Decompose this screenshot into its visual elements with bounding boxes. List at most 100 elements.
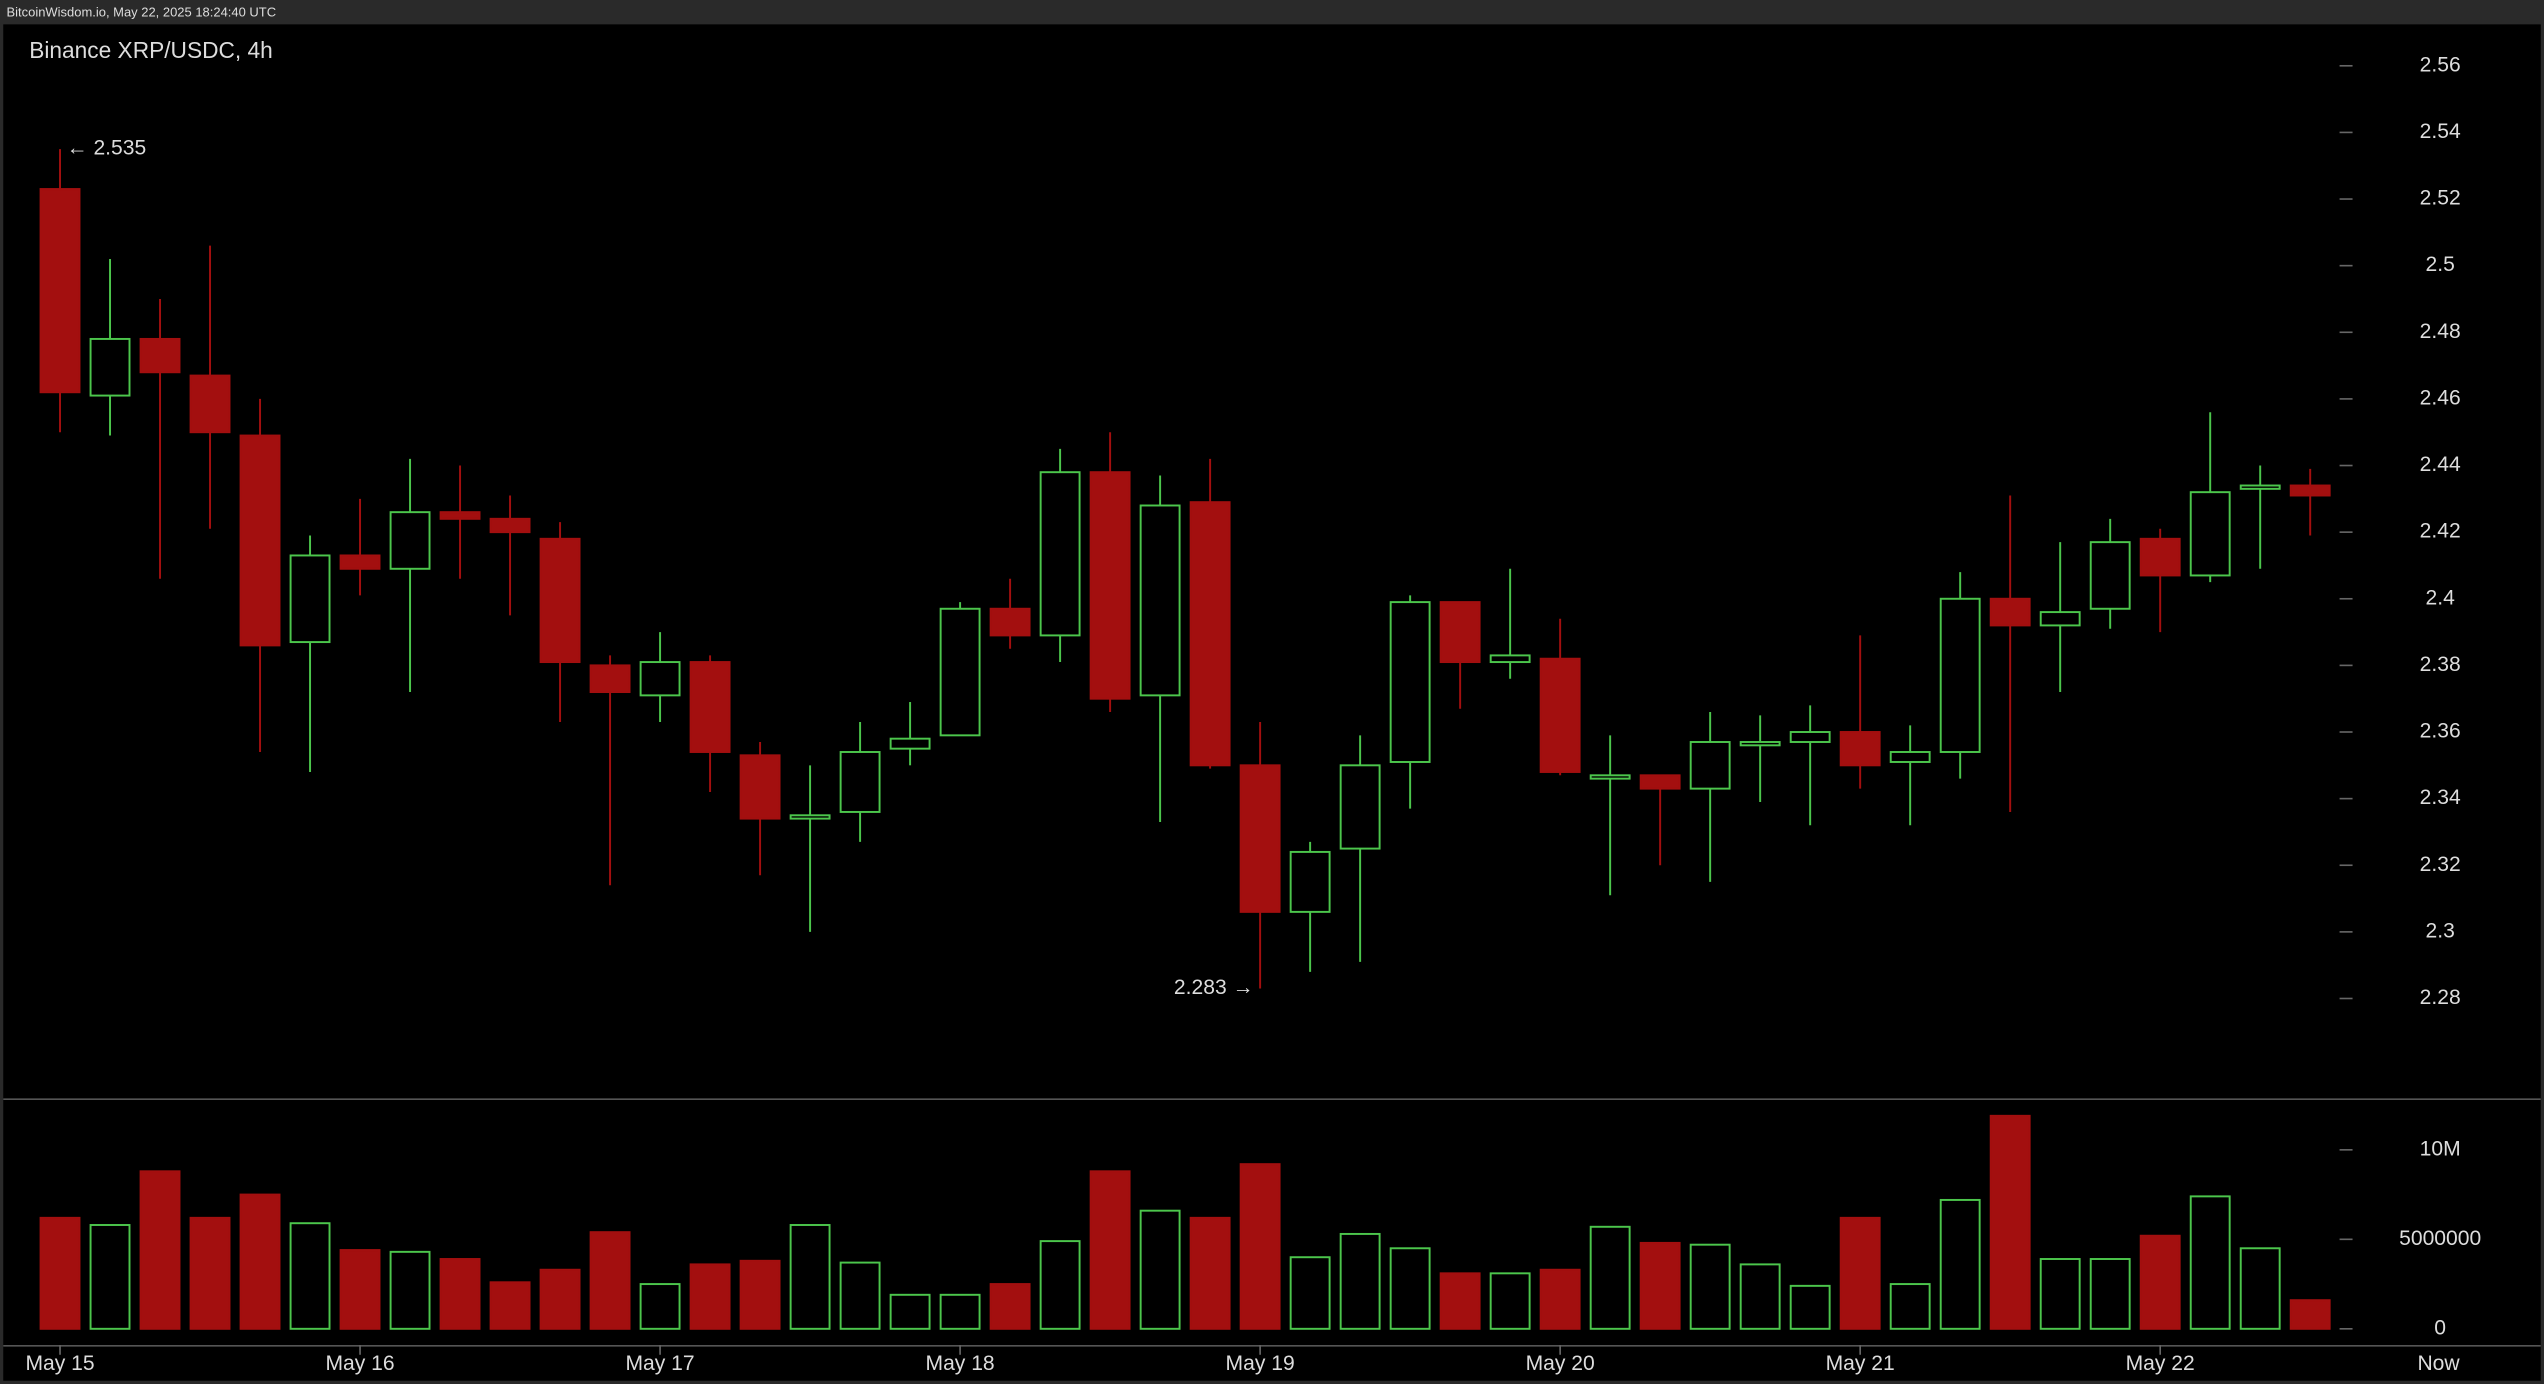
candle-body xyxy=(1889,751,1931,763)
volume-bar xyxy=(1289,1256,1331,1330)
volume-bar xyxy=(39,1216,81,1330)
y-tick-label: 2.36 xyxy=(2420,720,2461,743)
candle-body xyxy=(839,751,881,813)
candle-body xyxy=(689,661,731,753)
y-tick-label: 2.34 xyxy=(2420,786,2461,809)
candle-body xyxy=(2089,541,2131,610)
volume-bar xyxy=(1939,1198,1981,1330)
volume-bar xyxy=(339,1249,381,1330)
volume-bar xyxy=(489,1281,531,1330)
y-tick-label: 2.32 xyxy=(2420,853,2461,876)
volume-bar xyxy=(689,1263,731,1330)
volume-bar xyxy=(739,1259,781,1330)
candle-body xyxy=(1339,764,1381,850)
volume-bar xyxy=(1439,1272,1481,1330)
candle-body xyxy=(389,511,431,570)
volume-bar xyxy=(2189,1195,2231,1330)
candle-body xyxy=(1439,601,1481,664)
volume-bar xyxy=(1139,1209,1181,1330)
candle-body xyxy=(639,661,681,697)
volume-bar xyxy=(1689,1243,1731,1330)
volume-bar xyxy=(1089,1170,1131,1330)
volume-bar xyxy=(639,1283,681,1330)
y-tick-label: 2.54 xyxy=(2420,120,2461,143)
volume-bar xyxy=(1539,1268,1581,1330)
y-tick-label: 2.38 xyxy=(2420,653,2461,676)
candle-body xyxy=(1639,774,1681,790)
volume-bar xyxy=(1039,1240,1081,1330)
candle-body xyxy=(2139,537,2181,577)
candle-body xyxy=(739,754,781,820)
candle-body xyxy=(789,814,831,820)
candle-body xyxy=(1589,774,1631,780)
chart-panel xyxy=(3,24,2541,1381)
x-tick-label: May 15 xyxy=(25,1352,94,1375)
candle-body xyxy=(1689,741,1731,790)
volume-bar xyxy=(839,1261,881,1330)
candle-body xyxy=(2289,484,2331,497)
volume-bar xyxy=(2289,1299,2331,1330)
volume-bar xyxy=(1189,1216,1231,1330)
header-stamp: BitcoinWisdom.io, May 22, 2025 18:24:40 … xyxy=(6,4,276,19)
y-tick-label: 2.56 xyxy=(2420,53,2461,76)
volume-bar xyxy=(989,1283,1031,1330)
y-tick-label: 2.28 xyxy=(2420,986,2461,1009)
x-tick-label: May 16 xyxy=(325,1352,394,1375)
volume-bar xyxy=(1239,1163,1281,1330)
x-tick-label: May 18 xyxy=(926,1352,995,1375)
x-tick-label: May 20 xyxy=(1526,1352,1595,1375)
x-tick-label: May 17 xyxy=(626,1352,695,1375)
candle-body xyxy=(1239,764,1281,913)
y-tick-label: 2.52 xyxy=(2420,187,2461,210)
candle-body xyxy=(339,554,381,570)
candle-body xyxy=(1739,741,1781,747)
chart-title: Binance XRP/USDC, 4h xyxy=(29,37,273,63)
candle-body xyxy=(1489,654,1531,664)
candle-body xyxy=(1039,471,1081,637)
y-tick-label: 2.5 xyxy=(2426,253,2455,276)
candle-body xyxy=(589,664,631,694)
candle-body xyxy=(39,188,81,394)
volume-bar xyxy=(1789,1284,1831,1330)
candle-body xyxy=(289,554,331,644)
candle-body xyxy=(439,511,481,520)
now-label: Now xyxy=(2417,1352,2460,1375)
y-tick-label: 2.44 xyxy=(2420,453,2461,476)
volume-bar xyxy=(89,1224,131,1330)
candle-body xyxy=(1539,657,1581,773)
candle-body xyxy=(939,607,981,737)
y-tick-label: 2.4 xyxy=(2426,586,2456,609)
volume-tick-label: 0 xyxy=(2434,1316,2446,1339)
y-tick-label: 2.3 xyxy=(2426,919,2455,942)
candle-body xyxy=(2039,611,2081,627)
candle-body xyxy=(1139,504,1181,697)
candle-body xyxy=(1939,597,1981,753)
candle-body xyxy=(1089,471,1131,700)
candle-body xyxy=(1289,850,1331,913)
x-tick-label: May 22 xyxy=(2126,1352,2195,1375)
candle-body xyxy=(189,374,231,434)
volume-bar xyxy=(1989,1114,2031,1330)
candle-body xyxy=(1789,731,1831,743)
volume-bar xyxy=(1639,1241,1681,1330)
candle-body xyxy=(489,517,531,534)
candle-body xyxy=(89,337,131,397)
volume-bar xyxy=(439,1258,481,1330)
volume-bar xyxy=(789,1224,831,1330)
volume-bar xyxy=(1339,1232,1381,1330)
volume-bar xyxy=(389,1250,431,1330)
candle-body xyxy=(1839,731,1881,767)
volume-bar xyxy=(1389,1247,1431,1330)
volume-bar xyxy=(2239,1247,2281,1330)
volume-bar xyxy=(189,1216,231,1330)
volume-bar xyxy=(1739,1263,1781,1330)
candle-body xyxy=(2189,491,2231,577)
volume-bar xyxy=(1589,1225,1631,1330)
candle-body xyxy=(889,737,931,750)
volume-bar xyxy=(139,1170,181,1330)
candle-body xyxy=(989,607,1031,637)
candle-body xyxy=(1389,601,1431,763)
volume-bar xyxy=(2089,1258,2131,1330)
